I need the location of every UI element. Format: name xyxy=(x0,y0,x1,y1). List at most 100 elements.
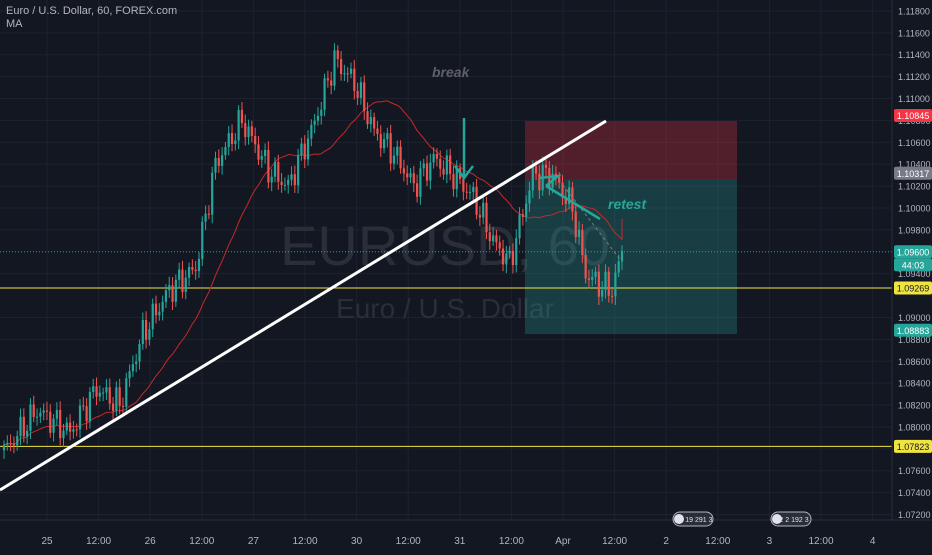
candle-body xyxy=(604,271,607,290)
candle xyxy=(485,196,488,240)
candle xyxy=(518,207,521,245)
take-profit-zone[interactable] xyxy=(525,179,737,334)
horizontal-lines[interactable] xyxy=(0,251,892,447)
x-tick-label: 31 xyxy=(454,536,466,547)
y-tick-label: 1.08400 xyxy=(898,379,931,389)
drawings[interactable]: break retest xyxy=(0,64,647,492)
y-tick-label: 1.10400 xyxy=(898,160,931,170)
candle xyxy=(521,209,524,226)
position-zones[interactable] xyxy=(525,121,737,334)
candle xyxy=(131,355,134,377)
candle-body xyxy=(396,146,399,156)
price-tag: 1.09600 xyxy=(894,245,932,259)
candle-body xyxy=(148,329,151,340)
candle xyxy=(55,402,58,426)
candle xyxy=(492,227,495,246)
candle-body xyxy=(568,187,571,204)
x-tick-label: 27 xyxy=(248,536,260,547)
candle-body xyxy=(181,269,184,292)
candle xyxy=(181,260,184,299)
candle xyxy=(138,339,141,370)
candle-body xyxy=(105,387,108,393)
candle xyxy=(349,62,353,79)
candle-body xyxy=(115,387,118,411)
candle-body xyxy=(92,386,95,393)
candle xyxy=(29,398,32,440)
candle xyxy=(211,166,214,224)
candle xyxy=(158,303,161,321)
candle-body xyxy=(571,187,574,212)
price-tag: 1.10317 xyxy=(894,166,932,180)
price-tag-bg xyxy=(894,166,932,180)
trendline[interactable] xyxy=(0,119,607,492)
indicator-label[interactable]: MA xyxy=(6,18,23,30)
candle xyxy=(508,246,511,259)
candle xyxy=(587,269,591,289)
candle xyxy=(191,259,194,275)
candle-body xyxy=(614,272,617,297)
y-tick-label: 1.11000 xyxy=(898,94,930,104)
event-badge[interactable]: 2 2 192 3 xyxy=(770,511,812,527)
y-tick-label: 1.08600 xyxy=(898,357,931,367)
candle xyxy=(442,160,445,180)
candle-body xyxy=(402,168,405,174)
candle xyxy=(601,281,604,302)
candle xyxy=(250,120,253,143)
candle-body xyxy=(363,82,366,112)
candle-body xyxy=(511,250,515,266)
candle-body xyxy=(221,155,224,166)
candle-body xyxy=(584,254,587,279)
candle xyxy=(564,188,567,212)
candle xyxy=(240,102,244,129)
event-badges[interactable]: 2 19 291 3 2 2 192 3 xyxy=(672,511,812,527)
candle-body xyxy=(587,278,591,280)
candle-body xyxy=(171,285,174,302)
candles xyxy=(2,43,624,459)
candle-body xyxy=(138,344,141,362)
candle-body xyxy=(135,361,138,365)
candle-body xyxy=(422,163,425,169)
candle xyxy=(373,112,376,136)
candle xyxy=(194,261,197,280)
candle-body xyxy=(389,133,392,164)
symbol-title[interactable]: Euro / U.S. Dollar, 60, FOREX.com xyxy=(6,5,178,17)
event-badge-bg xyxy=(672,511,714,527)
candle xyxy=(111,397,115,420)
candle-body xyxy=(333,50,336,86)
y-tick-label: 1.09000 xyxy=(898,313,931,323)
candle-body xyxy=(310,124,313,139)
candle-body xyxy=(468,191,472,193)
candle xyxy=(313,113,316,134)
candle xyxy=(9,434,12,452)
candle-body xyxy=(2,444,6,451)
price-tag-label: 44:03 xyxy=(902,260,925,270)
candle-body xyxy=(306,138,310,160)
candle-body xyxy=(501,248,505,265)
candle xyxy=(151,298,154,338)
price-tag-label: 1.10845 xyxy=(897,111,930,121)
candle xyxy=(72,420,75,439)
candle-body xyxy=(194,269,197,272)
y-tick-label: 1.08000 xyxy=(898,422,931,432)
candle-body xyxy=(125,378,128,407)
event-badge[interactable]: 2 19 291 3 xyxy=(672,511,714,527)
candle xyxy=(478,206,481,227)
candle-body xyxy=(452,173,455,190)
candle-body xyxy=(330,80,333,86)
candle-body xyxy=(39,412,42,417)
candle-body xyxy=(564,197,567,204)
candle xyxy=(323,73,326,117)
candle-body xyxy=(607,271,610,296)
candle xyxy=(102,387,105,402)
watermark-ticker: EURUSD, 60 xyxy=(280,214,610,277)
candle-body xyxy=(95,386,98,397)
candle xyxy=(356,82,359,105)
candle-body xyxy=(359,82,363,98)
candle xyxy=(108,378,111,410)
candle xyxy=(495,229,498,251)
candle xyxy=(449,148,452,181)
price-axis[interactable]: 1.11800 1.11600 1.11400 1.11200 1.11000 1.108… xyxy=(891,0,932,550)
candle xyxy=(584,248,587,284)
